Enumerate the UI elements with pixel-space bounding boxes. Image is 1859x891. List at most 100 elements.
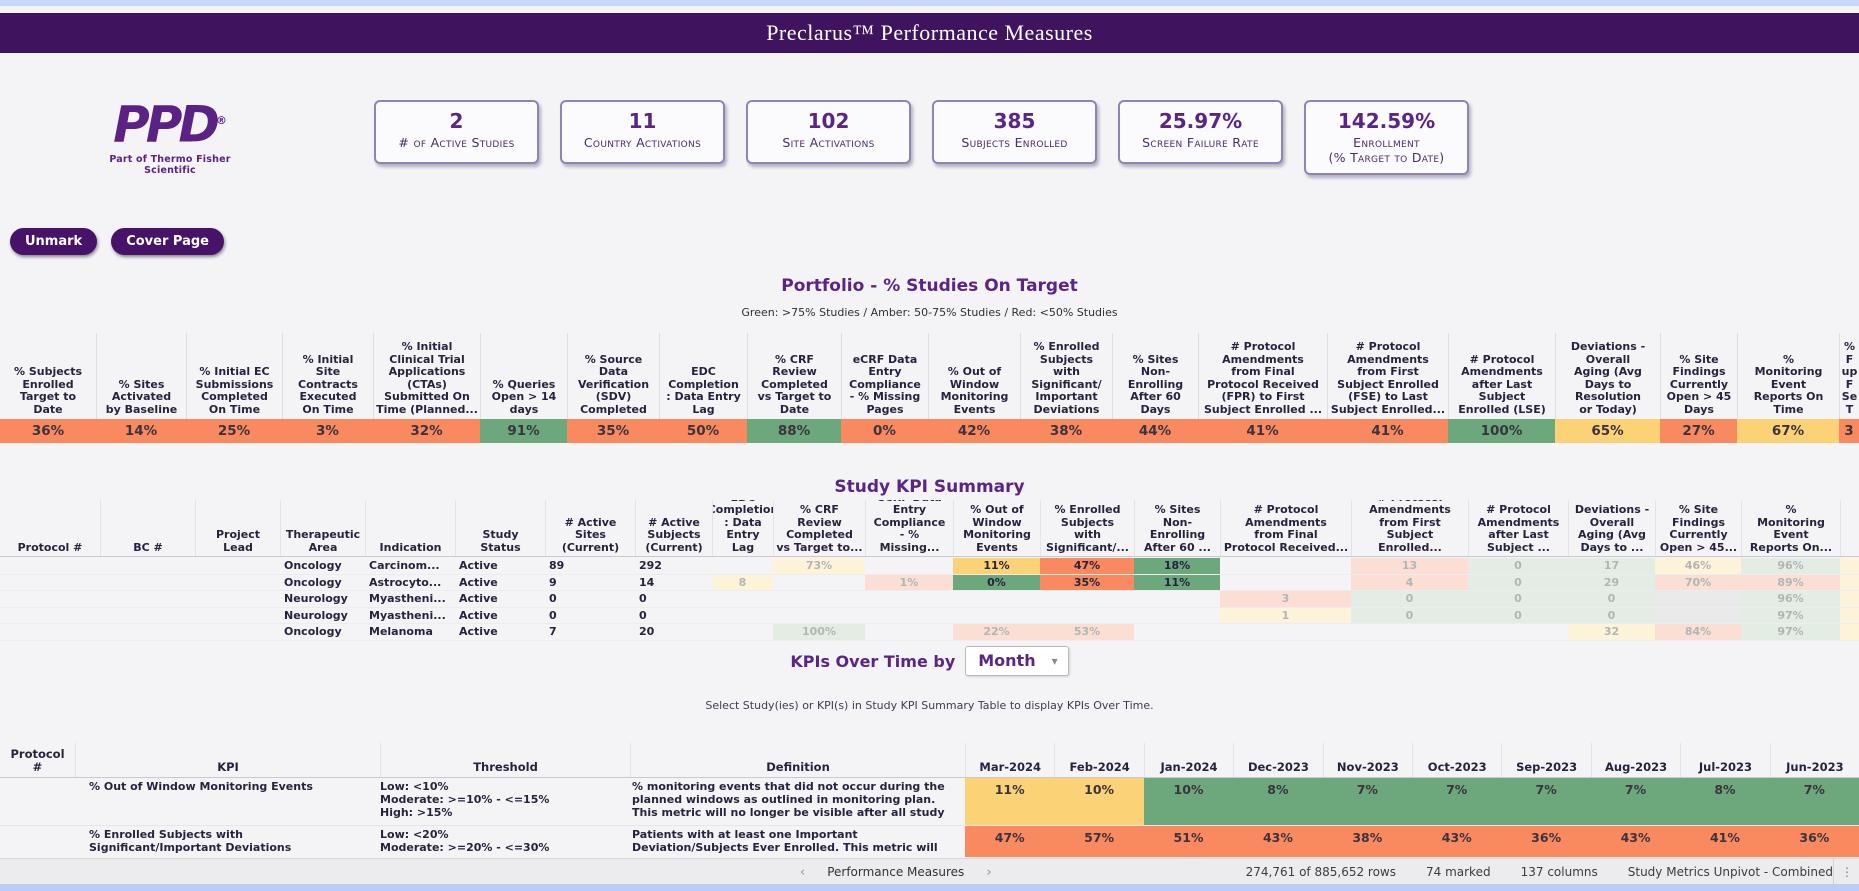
status-column-count[interactable]: 137 columns bbox=[1520, 865, 1598, 879]
portfolio-column-header[interactable]: % Subjects Enrolled Target to Date bbox=[13, 365, 83, 416]
status-page-name[interactable]: Performance Measures bbox=[827, 865, 965, 879]
month-column-header[interactable]: Jul-2023 bbox=[1680, 743, 1769, 777]
study-cell[interactable]: Myastheni... bbox=[369, 608, 446, 622]
prev-page-icon[interactable]: ‹ bbox=[800, 864, 806, 880]
kpi-month-cell[interactable]: 38% bbox=[1322, 826, 1413, 857]
study-cell[interactable]: 0 bbox=[549, 608, 557, 622]
portfolio-cell[interactable]: 35% bbox=[567, 419, 659, 443]
study-cell[interactable]: Oncology bbox=[284, 575, 342, 589]
portfolio-cell[interactable]: 3 bbox=[1839, 419, 1859, 443]
study-cell[interactable] bbox=[1351, 624, 1468, 640]
portfolio-cell[interactable]: 25% bbox=[186, 419, 282, 443]
study-cell[interactable] bbox=[0, 608, 100, 624]
month-column-header[interactable]: Oct-2023 bbox=[1412, 743, 1501, 777]
study-cell[interactable] bbox=[100, 624, 195, 640]
study-column-header[interactable] bbox=[1840, 500, 1859, 556]
portfolio-column-header[interactable]: % Initial Site Contracts Executed On Tim… bbox=[282, 333, 373, 419]
study-cell[interactable]: 8 bbox=[712, 574, 773, 590]
portfolio-column-header[interactable]: % CRF Review Completed vs Target to Date bbox=[747, 333, 841, 419]
kpi-month-cell[interactable]: 10% bbox=[1054, 778, 1144, 825]
study-cell[interactable]: 9 bbox=[549, 575, 557, 589]
study-cell[interactable] bbox=[773, 608, 865, 624]
study-cell[interactable]: Active bbox=[459, 575, 498, 589]
portfolio-column-header[interactable]: % Sites Non- Enrolling After 60 Days bbox=[1112, 333, 1198, 419]
study-cell[interactable] bbox=[100, 558, 195, 574]
study-cell[interactable]: 22% bbox=[953, 624, 1040, 640]
study-column-header[interactable]: % CRF Review Completed vs Target to... bbox=[773, 500, 865, 556]
study-cell[interactable] bbox=[773, 575, 865, 591]
study-cell[interactable] bbox=[1134, 591, 1220, 607]
study-cell[interactable] bbox=[1840, 624, 1859, 640]
kpi-month-cell[interactable]: 51% bbox=[1143, 826, 1234, 857]
study-cell[interactable] bbox=[100, 608, 195, 624]
study-cell[interactable]: 1% bbox=[865, 574, 953, 590]
study-cell[interactable] bbox=[0, 624, 100, 640]
study-cell[interactable]: 70% bbox=[1655, 574, 1741, 590]
study-cell[interactable] bbox=[712, 624, 773, 640]
portfolio-cell[interactable]: 88% bbox=[747, 419, 841, 443]
study-cell[interactable] bbox=[953, 608, 1040, 624]
study-column-header[interactable]: # Active Subjects (Current) bbox=[635, 500, 712, 556]
study-cell[interactable]: 11% bbox=[1134, 574, 1220, 590]
month-column-header[interactable]: Aug-2023 bbox=[1590, 743, 1680, 777]
portfolio-cell[interactable]: 14% bbox=[96, 419, 186, 443]
portfolio-column-header[interactable]: % Out of Window Monitoring Events bbox=[928, 333, 1020, 419]
kpi-month-cell[interactable]: 7% bbox=[1412, 778, 1502, 825]
study-cell[interactable]: 47% bbox=[1040, 558, 1134, 574]
study-cell[interactable] bbox=[865, 608, 953, 624]
portfolio-cell[interactable]: 44% bbox=[1112, 419, 1198, 443]
kpi-month-cell[interactable]: 7% bbox=[1322, 778, 1413, 825]
study-cell[interactable]: 14 bbox=[639, 575, 655, 589]
study-cell[interactable] bbox=[712, 608, 773, 624]
study-cell[interactable]: 7 bbox=[549, 625, 557, 638]
kpi-month-cell[interactable]: 7% bbox=[1590, 778, 1681, 825]
study-cell[interactable] bbox=[195, 558, 280, 574]
study-cell[interactable]: Carcinom... bbox=[369, 559, 440, 572]
study-cell[interactable]: 96% bbox=[1741, 558, 1840, 574]
study-row[interactable]: Neurology Myastheni... Active 0 0 3 0 0 0 96% bbox=[0, 591, 1859, 608]
kpi-month-cell[interactable]: 41% bbox=[1680, 826, 1770, 857]
study-cell[interactable]: 0 bbox=[1568, 591, 1655, 607]
study-cell[interactable]: 0 bbox=[1351, 607, 1468, 623]
kpi-month-cell[interactable]: 8% bbox=[1233, 778, 1323, 825]
study-cell[interactable]: 53% bbox=[1040, 624, 1134, 640]
study-cell[interactable]: Active bbox=[459, 625, 498, 638]
study-row[interactable]: Oncology Carcinom... Active 89 292 73% 11% 47% 1… bbox=[0, 558, 1859, 575]
study-cell[interactable] bbox=[1655, 607, 1741, 623]
kpi-month-cell[interactable]: 57% bbox=[1054, 826, 1144, 857]
study-cell[interactable]: 0 bbox=[549, 592, 557, 605]
study-row[interactable]: Oncology Astrocyto... Active 9 14 8 1% 0% 35% 11%… bbox=[0, 574, 1859, 591]
study-cell[interactable]: 96% bbox=[1741, 591, 1840, 607]
portfolio-cell[interactable]: 41% bbox=[1198, 419, 1327, 443]
status-table-name[interactable]: Study Metrics Unpivot - Combined bbox=[1627, 865, 1833, 879]
study-column-header[interactable]: % Out of Window Monitoring Events bbox=[953, 500, 1040, 556]
kpi-time-row[interactable]: % Enrolled Subjects with Significant/Imp… bbox=[0, 826, 1859, 857]
study-cell[interactable]: 1 bbox=[1220, 607, 1351, 623]
study-cell[interactable]: Neurology bbox=[284, 592, 348, 605]
study-cell[interactable] bbox=[1840, 558, 1859, 574]
kpi-month-cell[interactable]: 8% bbox=[1680, 778, 1770, 825]
study-cell[interactable] bbox=[195, 575, 280, 591]
kpi-month-cell[interactable]: 36% bbox=[1769, 826, 1859, 857]
month-column-header[interactable]: Mar-2024 bbox=[965, 743, 1054, 777]
kpi-month-cell[interactable]: 11% bbox=[965, 778, 1055, 825]
month-column-header[interactable]: Feb-2024 bbox=[1054, 743, 1143, 777]
study-cell[interactable]: Active bbox=[459, 559, 498, 572]
status-marked-count[interactable]: 74 marked bbox=[1426, 865, 1491, 879]
portfolio-column-header[interactable]: % Site Findings Currently Open > 45 Days bbox=[1660, 333, 1737, 419]
study-cell[interactable]: 13 bbox=[1351, 558, 1468, 574]
portfolio-cell[interactable]: 67% bbox=[1737, 419, 1839, 443]
portfolio-column-header[interactable]: % Monitoring Event Reports On Time bbox=[1737, 333, 1839, 419]
study-cell[interactable]: 18% bbox=[1134, 558, 1220, 574]
portfolio-column-header[interactable]: # Protocol Amendments after Last Subject… bbox=[1448, 333, 1555, 419]
portfolio-cell[interactable]: 41% bbox=[1327, 419, 1448, 443]
portfolio-column-header[interactable]: # Protocol Amendments from Final Protoco… bbox=[1198, 333, 1327, 419]
kpi-month-cell[interactable]: 47% bbox=[965, 826, 1055, 857]
study-cell[interactable] bbox=[1655, 591, 1741, 607]
study-cell[interactable] bbox=[1220, 624, 1351, 640]
study-cell[interactable]: 100% bbox=[773, 624, 865, 640]
study-cell[interactable] bbox=[0, 558, 100, 574]
study-row[interactable]: Neurology Myastheni... Active 0 0 1 0 0 0 97% bbox=[0, 607, 1859, 624]
month-column-header[interactable]: Dec-2023 bbox=[1233, 743, 1322, 777]
study-cell[interactable] bbox=[712, 558, 773, 574]
